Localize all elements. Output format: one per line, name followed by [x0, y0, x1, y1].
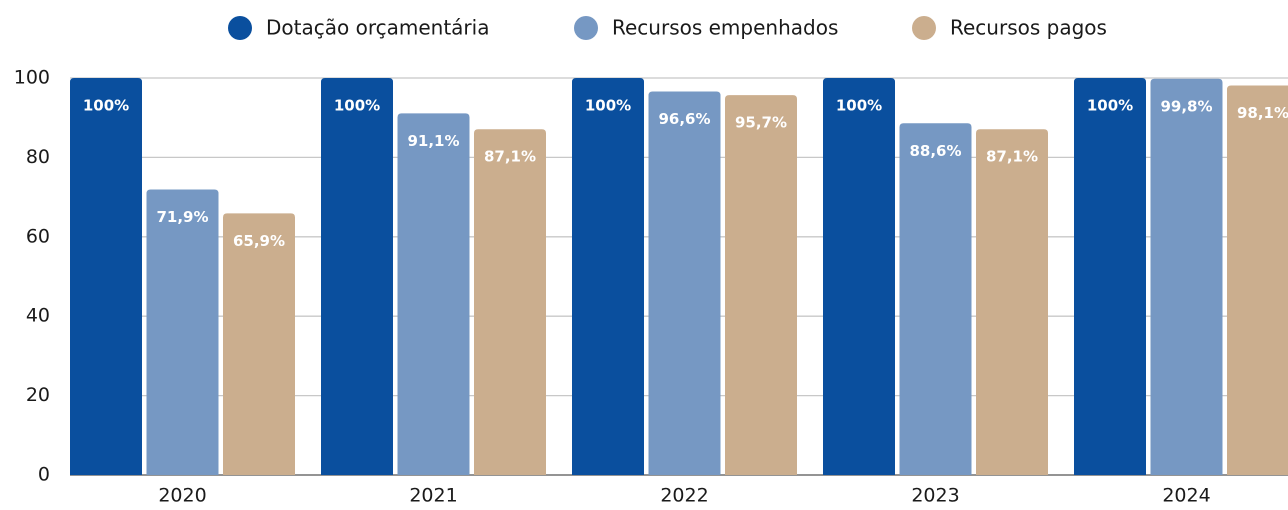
y-tick-label: 80	[26, 146, 50, 168]
x-tick-label: 2023	[911, 485, 959, 507]
bar	[572, 78, 644, 475]
bar	[70, 78, 142, 475]
legend-label: Dotação orçamentária	[266, 16, 489, 40]
bar	[321, 78, 393, 475]
bar	[474, 129, 546, 475]
value-label: 100%	[1087, 97, 1133, 115]
x-tick-label: 2022	[660, 485, 708, 507]
value-label: 87,1%	[484, 148, 536, 166]
value-label: 100%	[334, 97, 380, 115]
x-tick-label: 2024	[1162, 485, 1210, 507]
y-tick-label: 60	[26, 225, 50, 247]
y-tick-label: 0	[38, 464, 50, 486]
legend-swatch	[228, 16, 252, 40]
bar	[725, 95, 797, 476]
x-tick-label: 2020	[158, 485, 206, 507]
bar	[899, 123, 972, 476]
x-tick-label: 2021	[409, 485, 457, 507]
y-tick-label: 40	[26, 305, 50, 327]
bar	[976, 129, 1048, 475]
bar	[1227, 85, 1288, 475]
bar	[223, 213, 295, 475]
y-tick-label: 100	[14, 67, 50, 89]
value-label: 100%	[836, 97, 882, 115]
bar	[1074, 78, 1146, 475]
value-label: 87,1%	[986, 148, 1038, 166]
value-label: 71,9%	[156, 208, 208, 226]
bar	[823, 78, 895, 475]
value-label: 91,1%	[407, 132, 459, 150]
value-label: 88,6%	[909, 142, 961, 160]
bar	[1150, 78, 1223, 475]
legend-swatch	[912, 16, 936, 40]
value-label: 96,6%	[658, 110, 710, 128]
legend-label: Recursos pagos	[950, 16, 1107, 40]
value-label: 100%	[83, 97, 129, 115]
y-tick-label: 20	[26, 384, 50, 406]
value-label: 95,7%	[735, 114, 787, 132]
value-label: 65,9%	[233, 232, 285, 250]
legend-label: Recursos empenhados	[612, 16, 838, 40]
value-label: 98,1%	[1237, 104, 1288, 122]
legend-swatch	[574, 16, 598, 40]
value-label: 99,8%	[1160, 97, 1212, 115]
value-label: 100%	[585, 97, 631, 115]
bar	[146, 189, 219, 475]
bar	[397, 113, 470, 475]
bar	[648, 91, 721, 476]
